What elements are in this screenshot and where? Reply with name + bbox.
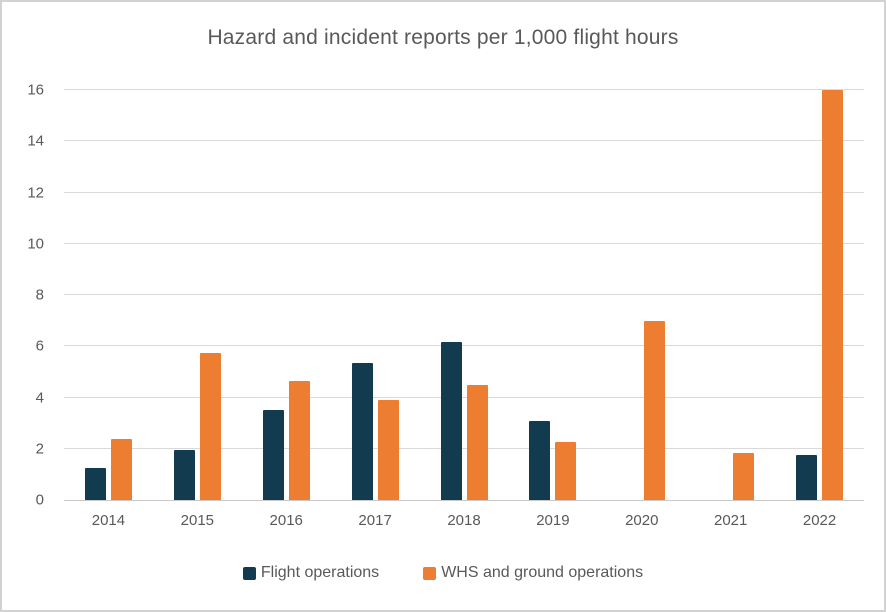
bar-clusters: [64, 90, 864, 500]
x-tick-label-2016: 2016: [269, 512, 303, 529]
y-tick-label-10: 10: [27, 235, 44, 253]
bar-whs-and-ground-operations-2014: [110, 438, 132, 500]
gridline-12: [64, 191, 864, 193]
chart-title: Hazard and incident reports per 1,000 fl…: [207, 26, 679, 49]
legend-item-flight-operations: Flight operations: [242, 564, 380, 582]
y-tick-label-16: 16: [27, 81, 44, 99]
gridline-8: [64, 294, 864, 295]
gridline-16: [64, 89, 864, 90]
cluster-2016: [242, 90, 331, 500]
gridline-4: [64, 396, 864, 398]
legend-label-flight-operations: Flight operations: [260, 564, 380, 581]
y-tick-label-4: 4: [35, 389, 44, 406]
plot-area: [64, 89, 864, 501]
bar-whs-and-ground-operations-2017: [377, 400, 399, 500]
bar-flight-operations-2019: [529, 420, 551, 500]
y-tick-label-0: 0: [35, 491, 44, 509]
cluster-2020: [597, 90, 686, 500]
bar-whs-and-ground-operations-2021: [733, 452, 755, 500]
gridline-10: [64, 242, 864, 244]
x-tick-label-2019: 2019: [536, 512, 570, 529]
gridline-6: [64, 345, 864, 347]
bar-whs-and-ground-operations-2015: [199, 352, 221, 500]
gridline-2: [64, 447, 864, 449]
x-tick-label-2020: 2020: [625, 512, 659, 529]
x-tick-label-2017: 2017: [358, 512, 392, 529]
y-tick-label-12: 12: [27, 184, 44, 201]
cluster-2015: [153, 90, 242, 500]
cluster-2019: [508, 90, 597, 500]
cluster-2017: [331, 90, 420, 500]
bar-flight-operations-2018: [440, 342, 462, 500]
y-tick-label-8: 8: [35, 286, 44, 304]
legend-item-whs-ground-operations: WHS and ground operations: [423, 564, 643, 582]
bar-flight-operations-2015: [173, 450, 195, 500]
bar-flight-operations-2017: [351, 362, 373, 500]
x-tick-label-2018: 2018: [447, 512, 481, 529]
bar-whs-and-ground-operations-2016: [288, 380, 310, 500]
bar-whs-and-ground-operations-2020: [644, 320, 666, 500]
bar-whs-and-ground-operations-2019: [555, 442, 577, 500]
x-tick-label-2022: 2022: [802, 512, 837, 529]
x-tick-label-2021: 2021: [713, 512, 748, 529]
cluster-2018: [420, 90, 509, 500]
cluster-2014: [64, 90, 153, 500]
y-tick-label-14: 14: [27, 132, 44, 150]
legend-swatch-whs-ground-operations: [423, 566, 437, 580]
x-tick-label-2014: 2014: [91, 512, 126, 529]
bar-whs-and-ground-operations-2018: [466, 384, 488, 500]
legend: Flight operations WHS and ground operati…: [2, 564, 884, 582]
legend-swatch-flight-operations: [242, 566, 256, 580]
y-tick-label-2: 2: [35, 440, 44, 458]
bar-flight-operations-2016: [262, 410, 284, 500]
gridline-14: [64, 140, 864, 142]
cluster-2021: [686, 90, 775, 500]
x-axis: 2014 2015 2016 2017 2018 2019 2020 2021 2022: [64, 512, 864, 529]
bar-flight-operations-2022: [796, 455, 818, 500]
bar-whs-and-ground-operations-2022: [822, 90, 844, 500]
x-tick-label-2015: 2015: [180, 512, 215, 529]
cluster-2022: [775, 90, 864, 500]
bar-flight-operations-2014: [84, 467, 106, 500]
y-axis: 0 2 4 6 8 10 12 14 16: [2, 82, 44, 509]
y-tick-label-6: 6: [35, 337, 44, 355]
legend-label-whs-ground-operations: WHS and ground operations: [441, 564, 644, 581]
